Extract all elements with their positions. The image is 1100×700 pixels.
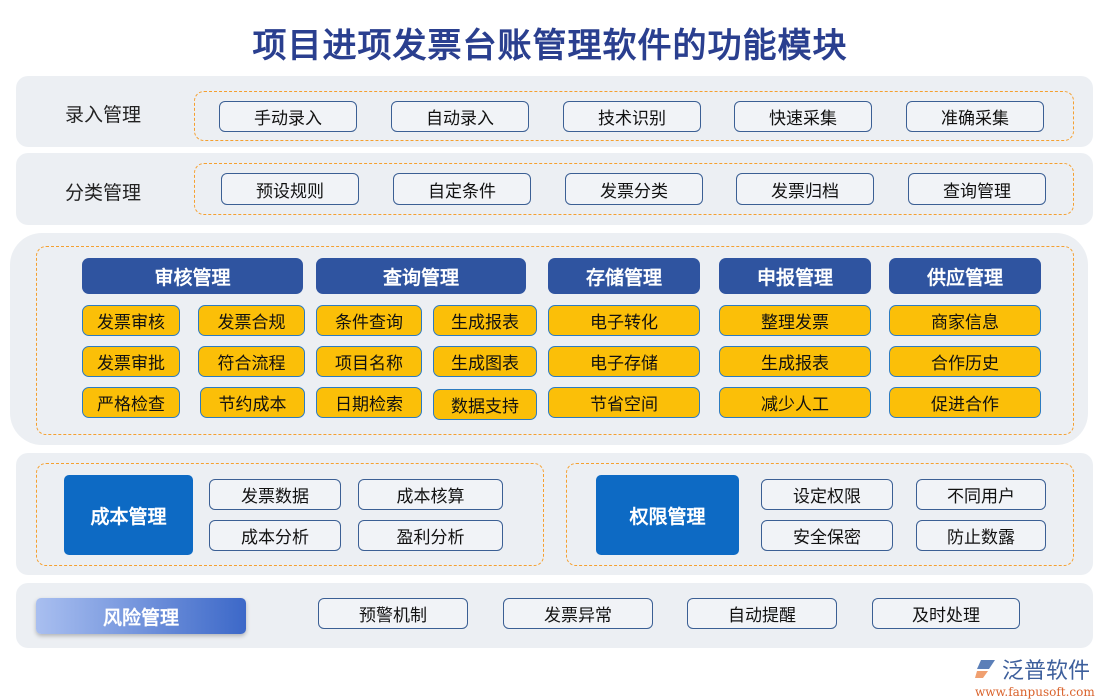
row-label: 录入管理 — [65, 104, 142, 126]
item-button[interactable]: 节省空间 — [548, 387, 700, 418]
item-button[interactable]: 盈利分析 — [358, 520, 503, 551]
fanpu-logo-icon — [975, 660, 995, 678]
item-button[interactable]: 及时处理 — [872, 598, 1020, 629]
item-button[interactable]: 不同用户 — [916, 479, 1046, 510]
item-button[interactable]: 生成图表 — [433, 346, 537, 377]
dashed-group — [194, 91, 1074, 141]
item-button[interactable]: 促进合作 — [889, 387, 1041, 418]
item-button[interactable]: 快速采集 — [734, 101, 872, 132]
module-header-declaration: 申报管理 — [719, 258, 871, 294]
item-button[interactable]: 发票审核 — [82, 305, 180, 336]
logo-name: 泛普软件 — [1002, 659, 1091, 684]
module-permission-management: 权限管理 — [596, 475, 739, 555]
dashed-group — [566, 463, 1074, 566]
item-button[interactable]: 发票分类 — [565, 173, 703, 205]
item-button[interactable]: 条件查询 — [316, 305, 422, 336]
item-button[interactable]: 自定条件 — [393, 173, 531, 205]
item-button[interactable]: 符合流程 — [198, 346, 305, 377]
item-button[interactable]: 成本核算 — [358, 479, 503, 510]
item-button[interactable]: 成本分析 — [209, 520, 341, 551]
row-label: 分类管理 — [65, 182, 142, 204]
item-button[interactable]: 生成报表 — [719, 346, 871, 377]
dashed-group — [36, 246, 1074, 435]
item-button[interactable]: 数据支持 — [433, 389, 537, 420]
page-title: 项目进项发票台账管理软件的功能模块 — [252, 26, 848, 66]
item-button[interactable]: 自动提醒 — [687, 598, 837, 629]
item-button[interactable]: 减少人工 — [719, 387, 871, 418]
module-risk-management: 风险管理 — [36, 598, 246, 634]
item-button[interactable]: 技术识别 — [563, 101, 701, 132]
item-button[interactable]: 安全保密 — [761, 520, 893, 551]
item-button[interactable]: 设定权限 — [761, 479, 893, 510]
item-button[interactable]: 电子转化 — [548, 305, 700, 336]
item-button[interactable]: 发票异常 — [503, 598, 653, 629]
item-button[interactable]: 商家信息 — [889, 305, 1041, 336]
item-button[interactable]: 发票归档 — [736, 173, 874, 205]
item-button[interactable]: 查询管理 — [908, 173, 1046, 205]
item-button[interactable]: 项目名称 — [316, 346, 422, 377]
item-button[interactable]: 发票合规 — [198, 305, 305, 336]
item-button[interactable]: 防止数露 — [916, 520, 1046, 551]
module-header-storage: 存储管理 — [548, 258, 700, 294]
item-button[interactable]: 合作历史 — [889, 346, 1041, 377]
item-button[interactable]: 发票数据 — [209, 479, 341, 510]
item-button[interactable]: 发票审批 — [82, 346, 180, 377]
item-button[interactable]: 整理发票 — [719, 305, 871, 336]
module-header-audit: 审核管理 — [82, 258, 303, 294]
item-button[interactable]: 自动录入 — [391, 101, 529, 132]
dashed-group — [194, 163, 1074, 215]
item-button[interactable]: 电子存储 — [548, 346, 700, 377]
dashed-group — [36, 463, 544, 566]
brand-logo: 泛普软件 www.fanpusoft.com — [975, 653, 1095, 699]
item-button[interactable]: 准确采集 — [906, 101, 1044, 132]
item-button[interactable]: 严格检查 — [82, 387, 180, 418]
module-cost-management: 成本管理 — [64, 475, 193, 555]
item-button[interactable]: 预设规则 — [221, 173, 359, 205]
item-button[interactable]: 手动录入 — [219, 101, 357, 132]
item-button[interactable]: 日期检索 — [316, 387, 422, 418]
row-cost-permission — [16, 453, 1093, 575]
item-button[interactable]: 预警机制 — [318, 598, 468, 629]
item-button[interactable]: 生成报表 — [433, 305, 537, 336]
module-header-query: 查询管理 — [316, 258, 526, 294]
item-button[interactable]: 节约成本 — [200, 387, 305, 418]
module-header-supply: 供应管理 — [889, 258, 1041, 294]
logo-url: www.fanpusoft.com — [975, 685, 1095, 699]
